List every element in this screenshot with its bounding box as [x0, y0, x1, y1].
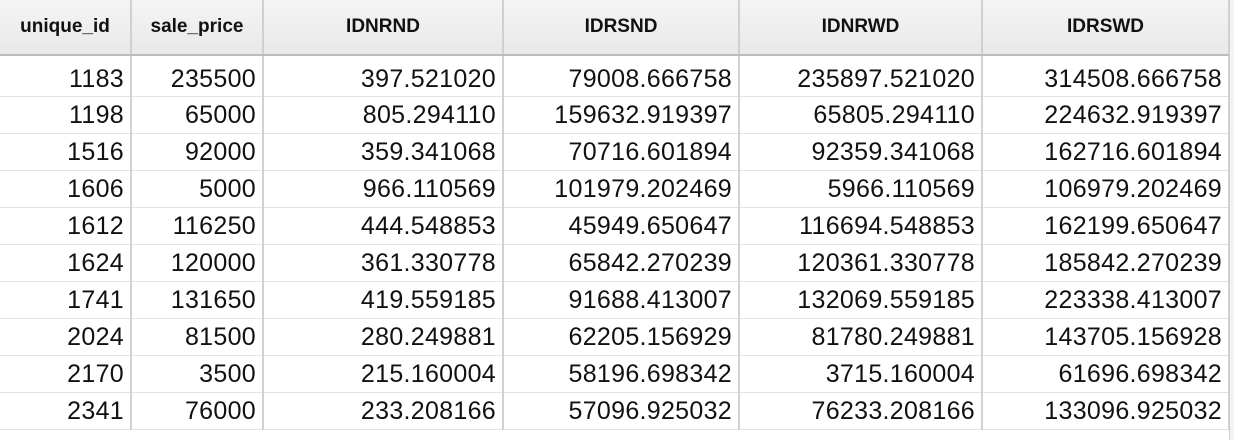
table-cell[interactable]: 65805.294110 — [739, 96, 983, 134]
table-cell[interactable]: 5000 — [131, 170, 264, 208]
table-cell[interactable]: 3500 — [131, 355, 264, 393]
table-cell[interactable]: 120000 — [131, 244, 264, 282]
column-header-idnrnd[interactable]: IDNRND — [263, 0, 504, 56]
table-cell[interactable]: 92359.341068 — [739, 133, 983, 171]
table-cell[interactable]: 314508.666758 — [982, 55, 1230, 97]
table-cell[interactable]: 1741 — [0, 281, 132, 319]
header-row: unique_id sale_price IDNRND IDRSND IDNRW… — [0, 0, 1230, 56]
table-cell[interactable]: 223338.413007 — [982, 281, 1230, 319]
table-cell[interactable]: 966.110569 — [263, 170, 504, 208]
table-cell[interactable]: 101979.202469 — [503, 170, 740, 208]
table-cell[interactable]: 79008.666758 — [503, 55, 740, 97]
table-cell[interactable]: 419.559185 — [263, 281, 504, 319]
column-header-idrswd[interactable]: IDRSWD — [982, 0, 1230, 56]
table-cell[interactable]: 57096.925032 — [503, 392, 740, 430]
table-cell[interactable]: 397.521020 — [263, 55, 504, 97]
table-cell[interactable]: 65842.270239 — [503, 244, 740, 282]
table-cell[interactable]: 1198 — [0, 96, 132, 134]
table-cell[interactable]: 280.249881 — [263, 318, 504, 356]
table-cell[interactable]: 215.160004 — [263, 355, 504, 393]
table-row[interactable]: 1606 5000 966.110569 101979.202469 5966.… — [0, 170, 1230, 208]
table-cell[interactable]: 120361.330778 — [739, 244, 983, 282]
table-row[interactable]: 2024 81500 280.249881 62205.156929 81780… — [0, 318, 1230, 356]
table-cell[interactable]: 1624 — [0, 244, 132, 282]
table-cell[interactable]: 61696.698342 — [982, 355, 1230, 393]
table-cell[interactable]: 361.330778 — [263, 244, 504, 282]
table-cell[interactable]: 2024 — [0, 318, 132, 356]
table-cell[interactable]: 224632.919397 — [982, 96, 1230, 134]
table-cell[interactable]: 1606 — [0, 170, 132, 208]
table-cell[interactable]: 76233.208166 — [739, 392, 983, 430]
table-cell[interactable]: 444.548853 — [263, 207, 504, 245]
table-cell[interactable]: 162716.601894 — [982, 133, 1230, 171]
column-header-idrsnd[interactable]: IDRSND — [503, 0, 740, 56]
table-cell[interactable]: 81500 — [131, 318, 264, 356]
table-cell[interactable]: 133096.925032 — [982, 392, 1230, 430]
table-cell[interactable]: 92000 — [131, 133, 264, 171]
table-cell[interactable]: 81780.249881 — [739, 318, 983, 356]
table-cell[interactable]: 233.208166 — [263, 392, 504, 430]
table-row[interactable]: 1741 131650 419.559185 91688.413007 1320… — [0, 281, 1230, 319]
table-cell[interactable]: 45949.650647 — [503, 207, 740, 245]
table-cell[interactable]: 235500 — [131, 55, 264, 97]
table-cell[interactable]: 2341 — [0, 392, 132, 430]
table-cell[interactable]: 185842.270239 — [982, 244, 1230, 282]
column-header-unique-id[interactable]: unique_id — [0, 0, 132, 56]
table-cell[interactable]: 235897.521020 — [739, 55, 983, 97]
table-cell[interactable]: 3715.160004 — [739, 355, 983, 393]
table-row[interactable]: 1183 235500 397.521020 79008.666758 2358… — [0, 55, 1230, 97]
table-cell[interactable]: 159632.919397 — [503, 96, 740, 134]
table-cell[interactable]: 162199.650647 — [982, 207, 1230, 245]
column-header-sale-price[interactable]: sale_price — [131, 0, 264, 56]
table-cell[interactable]: 132069.559185 — [739, 281, 983, 319]
table-cell[interactable]: 106979.202469 — [982, 170, 1230, 208]
table-row[interactable]: 1198 65000 805.294110 159632.919397 6580… — [0, 96, 1230, 134]
column-header-idnrwd[interactable]: IDNRWD — [739, 0, 983, 56]
table-cell[interactable]: 58196.698342 — [503, 355, 740, 393]
table-row[interactable]: 2170 3500 215.160004 58196.698342 3715.1… — [0, 355, 1230, 393]
table-row[interactable]: 2341 76000 233.208166 57096.925032 76233… — [0, 392, 1230, 430]
table-cell[interactable]: 62205.156929 — [503, 318, 740, 356]
table-cell[interactable]: 131650 — [131, 281, 264, 319]
table-row[interactable]: 1612 116250 444.548853 45949.650647 1166… — [0, 207, 1230, 245]
table-cell[interactable]: 359.341068 — [263, 133, 504, 171]
table-cell[interactable]: 65000 — [131, 96, 264, 134]
table-cell[interactable]: 143705.156928 — [982, 318, 1230, 356]
table-cell[interactable]: 116250 — [131, 207, 264, 245]
table-cell[interactable]: 805.294110 — [263, 96, 504, 134]
table-cell[interactable]: 1612 — [0, 207, 132, 245]
table-cell[interactable]: 1516 — [0, 133, 132, 171]
table-row[interactable]: 1516 92000 359.341068 70716.601894 92359… — [0, 133, 1230, 171]
table-row[interactable]: 1624 120000 361.330778 65842.270239 1203… — [0, 244, 1230, 282]
data-table: unique_id sale_price IDNRND IDRSND IDNRW… — [0, 0, 1230, 430]
table-cell[interactable]: 91688.413007 — [503, 281, 740, 319]
table-cell[interactable]: 116694.548853 — [739, 207, 983, 245]
table-cell[interactable]: 5966.110569 — [739, 170, 983, 208]
vertical-scrollbar-edge[interactable] — [1229, 0, 1234, 440]
table-cell[interactable]: 76000 — [131, 392, 264, 430]
table-cell[interactable]: 70716.601894 — [503, 133, 740, 171]
table-cell[interactable]: 1183 — [0, 55, 132, 97]
table-cell[interactable]: 2170 — [0, 355, 132, 393]
